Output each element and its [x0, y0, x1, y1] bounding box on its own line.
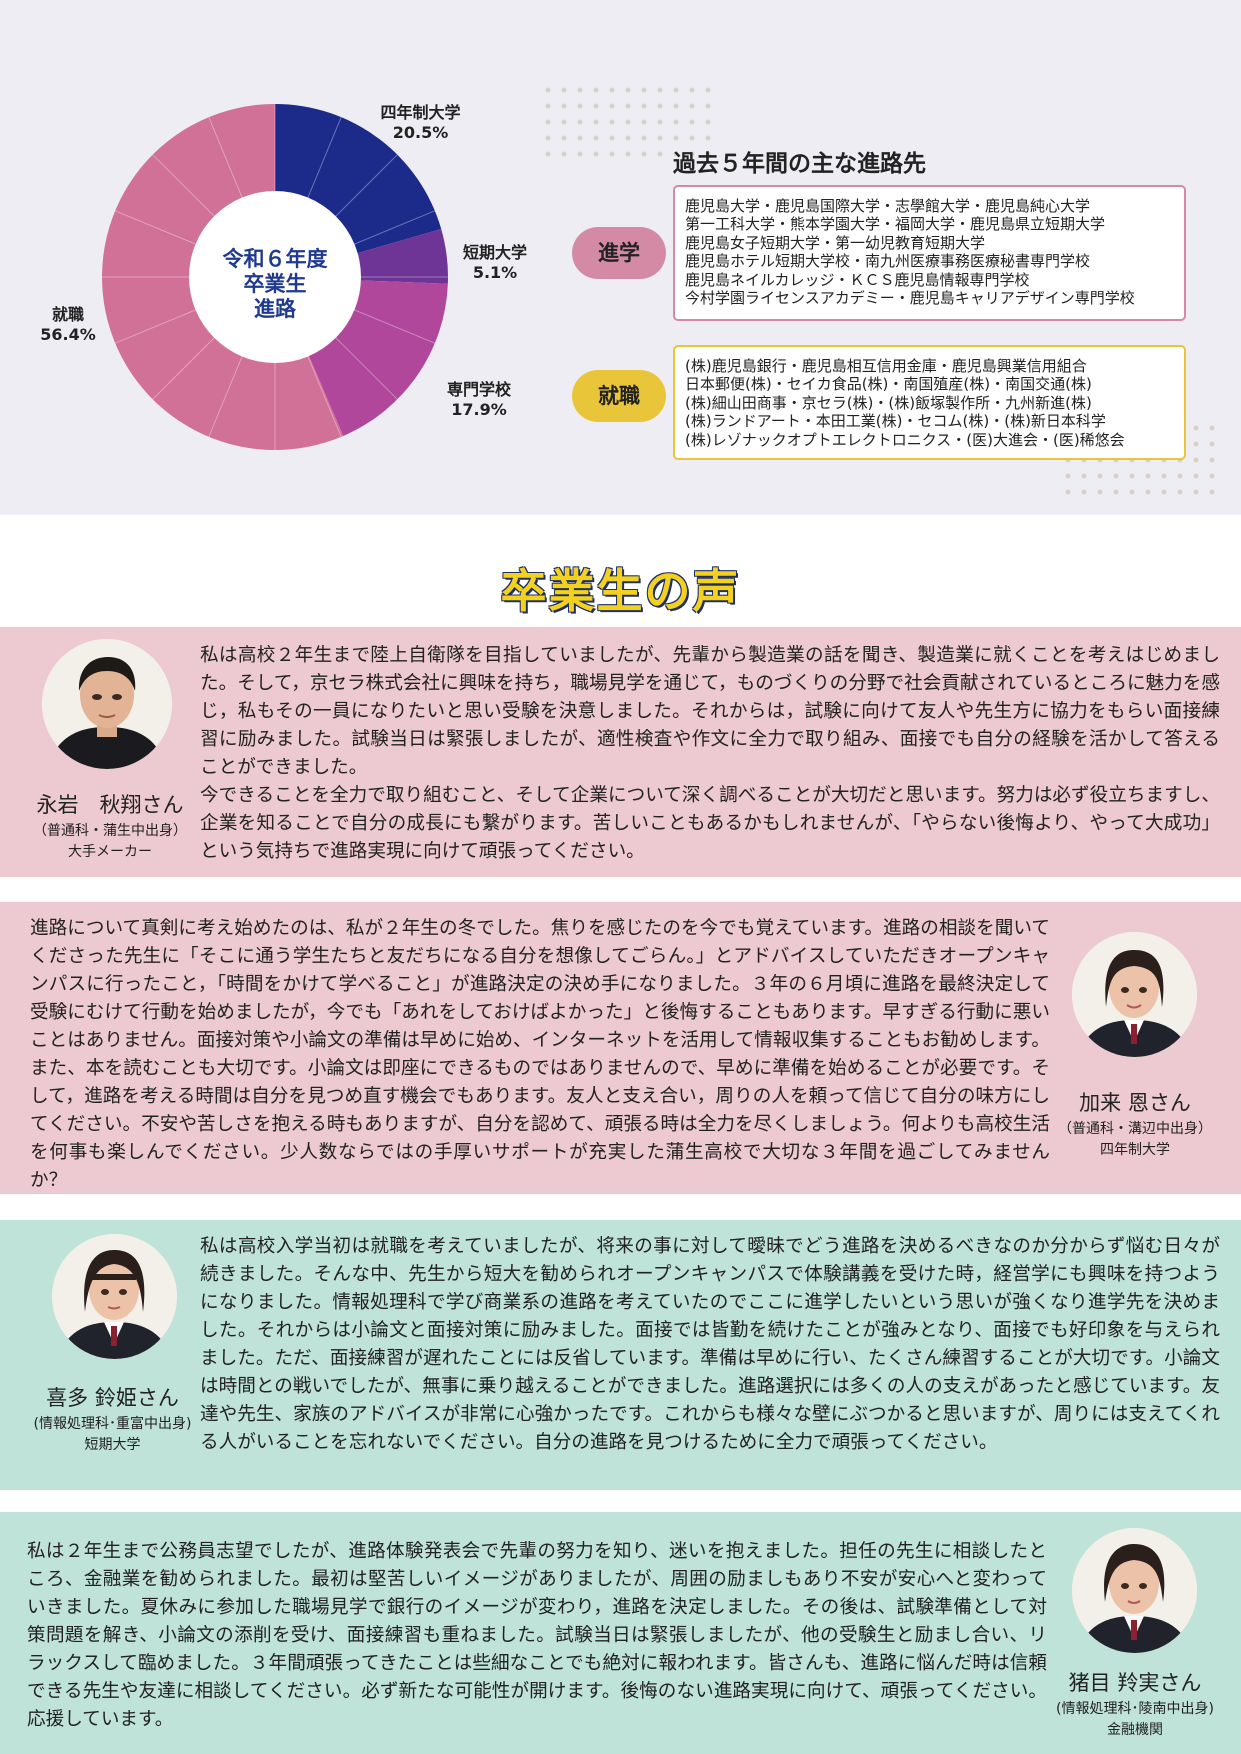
pie-center-label: 令和６年度 卒業生 進路: [210, 247, 340, 322]
destinations-title: 過去５年間の主な進路先: [673, 151, 926, 177]
slice-name: 短期大学: [462, 243, 527, 262]
list-item: (株)細山田商事・京セラ(株)・(株)飯塚製作所・九州新進(株): [685, 393, 1092, 412]
list-item: 鹿児島女子短期大学・第一幼児教育短期大学: [685, 233, 986, 252]
list-item: 今村学園ライセンスアカデミー・鹿児島キャリアデザイン専門学校: [685, 289, 1135, 308]
student-origin: （普通科・溝辺中出身）: [1058, 1121, 1212, 1137]
slice-label-vocational: 専門学校 17.9%: [424, 380, 534, 420]
list-item: (株)ランドアート・本田工業(株)・セコム(株)・(株)新日本科学: [685, 412, 1106, 431]
avatar-icon: [42, 639, 172, 769]
student-origin: （普通科・蒲生中出身）: [33, 823, 187, 839]
voices-title: 卒業生の声: [500, 564, 741, 618]
list-item: 日本郵便(株)・セイカ食品(株)・南国殖産(株)・南国交通(株): [685, 375, 1092, 394]
list-item: 鹿児島大学・鹿児島国際大学・志學館大学・鹿児島純心大学: [685, 197, 1091, 215]
list-item: 鹿児島ホテル短期大学校・南九州医療事務医療秘書専門学校: [685, 252, 1091, 271]
slice-value: 5.1%: [472, 263, 518, 282]
center-line-3: 進路: [254, 297, 296, 321]
student-destination: 金融機関: [1107, 1722, 1163, 1738]
slice-label-university: 四年制大学 20.5%: [358, 103, 483, 143]
list-item: 鹿児島ネイルカレッジ・ＫＣＳ鹿児島情報専門学校: [685, 270, 1030, 289]
slice-name: 就職: [51, 305, 84, 324]
slice-name: 専門学校: [446, 380, 511, 399]
decorative-dots-top: [540, 82, 715, 162]
voice-text: 私は高校入学当初は就職を考えていましたが、将来の事に対して曖昧でどう進路を決める…: [200, 1236, 1220, 1453]
pie-chart: [102, 104, 448, 450]
voice-section-1: 永岩 秋翔さん （普通科・蒲生中出身） 大手メーカー 私は高校２年生まで陸上自衛…: [0, 627, 1241, 877]
voice-text: 私は２年生まで公務員志望でしたが、進路体験発表会で先輩の努力を知り、迷いを抱えま…: [27, 1541, 1047, 1730]
list-item: (株)鹿児島銀行・鹿児島相互信用金庫・鹿児島興業信用組合: [685, 357, 1087, 375]
voice-section-4: 私は２年生まで公務員志望でしたが、進路体験発表会で先輩の努力を知り、迷いを抱えま…: [0, 1512, 1241, 1754]
list-item: (株)レゾナックオプトエレクトロニクス・(医)大進会・(医)稀悠会: [685, 430, 1125, 449]
pill-label: 進学: [598, 241, 640, 265]
avatar-icon: [1072, 1528, 1197, 1653]
student-photo: [52, 1234, 177, 1359]
student-photo: [1072, 1528, 1197, 1653]
student-destination: 四年制大学: [1100, 1142, 1170, 1158]
student-origin: (情報処理科･重富中出身): [33, 1416, 192, 1432]
slice-label-employment: 就職 56.4%: [28, 305, 108, 345]
voice-text: 私は高校２年生まで陸上自衛隊を目指していましたが、先輩から製造業の話を聞き、製造…: [200, 645, 1220, 862]
voice-section-3: 喜多 鈴姫さん (情報処理科･重富中出身) 短期大学 私は高校入学当初は就職を考…: [0, 1220, 1241, 1490]
center-line-1: 令和６年度: [222, 247, 328, 271]
pill-further-study: 進学: [572, 227, 666, 279]
pie-center-hole: [189, 191, 361, 363]
student-name: 喜多 鈴姫さん: [46, 1386, 179, 1410]
pill-employment: 就職: [572, 370, 666, 422]
voice-text: 進路について真剣に考え始めたのは、私が２年生の冬でした。焦りを感じたのを今でも覚…: [30, 918, 1050, 1191]
employment-list: (株)鹿児島銀行・鹿児島相互信用金庫・鹿児島興業信用組合 日本郵便(株)・セイカ…: [673, 345, 1186, 460]
student-photo: [1072, 932, 1197, 1057]
avatar-icon: [1072, 932, 1197, 1057]
further-study-list: 鹿児島大学・鹿児島国際大学・志學館大学・鹿児島純心大学 第一工科大学・熊本学園大…: [673, 185, 1186, 321]
center-line-2: 卒業生: [243, 272, 307, 296]
slice-label-junior-college: 短期大学 5.1%: [450, 243, 540, 283]
slice-value: 17.9%: [451, 400, 507, 419]
slice-value: 20.5%: [392, 123, 449, 142]
avatar-icon: [52, 1234, 177, 1359]
slice-value: 56.4%: [40, 325, 96, 344]
student-name: 永岩 秋翔さん: [36, 793, 184, 817]
student-photo: [42, 639, 172, 769]
student-origin: (情報処理科･陵南中出身): [1056, 1701, 1214, 1717]
pill-label: 就職: [598, 384, 640, 408]
student-name: 猪目 羚実さん: [1068, 1671, 1202, 1695]
slice-name: 四年制大学: [380, 103, 461, 122]
student-name: 加来 恩さん: [1079, 1091, 1191, 1115]
student-destination: 短期大学: [84, 1437, 141, 1453]
student-destination: 大手メーカー: [68, 844, 152, 860]
list-item: 第一工科大学・熊本学園大学・福岡大学・鹿児島県立短期大学: [685, 215, 1106, 234]
voice-section-2: 進路について真剣に考え始めたのは、私が２年生の冬でした。焦りを感じたのを今でも覚…: [0, 902, 1241, 1194]
